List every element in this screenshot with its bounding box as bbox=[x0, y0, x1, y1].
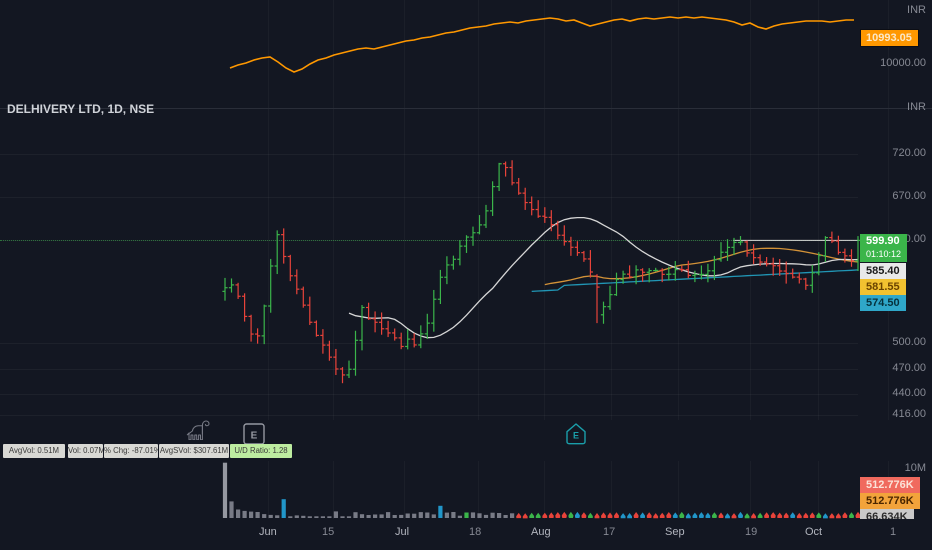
svg-text:E: E bbox=[251, 431, 258, 442]
svg-text:E: E bbox=[573, 430, 579, 440]
